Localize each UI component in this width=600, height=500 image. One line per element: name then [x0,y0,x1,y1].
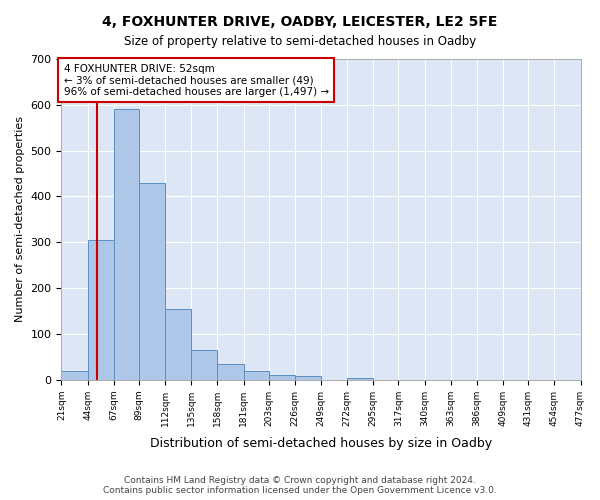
Bar [165,309,191,380]
Y-axis label: Number of semi-detached properties: Number of semi-detached properties [15,116,25,322]
X-axis label: Distribution of semi-detached houses by size in Oadby: Distribution of semi-detached houses by … [150,437,492,450]
Bar [114,110,139,380]
Text: 4, FOXHUNTER DRIVE, OADBY, LEICESTER, LE2 5FE: 4, FOXHUNTER DRIVE, OADBY, LEICESTER, LE… [103,15,497,29]
Text: 4 FOXHUNTER DRIVE: 52sqm
← 3% of semi-detached houses are smaller (49)
96% of se: 4 FOXHUNTER DRIVE: 52sqm ← 3% of semi-de… [64,64,329,97]
Text: Size of property relative to semi-detached houses in Oadby: Size of property relative to semi-detach… [124,35,476,48]
Bar [295,376,321,380]
Bar [61,370,88,380]
Bar [217,364,244,380]
Bar [139,182,165,380]
Text: Contains HM Land Registry data © Crown copyright and database right 2024.
Contai: Contains HM Land Registry data © Crown c… [103,476,497,495]
Bar [244,370,269,380]
Bar [88,240,114,380]
Bar [347,378,373,380]
Bar [269,375,295,380]
Bar [191,350,217,380]
